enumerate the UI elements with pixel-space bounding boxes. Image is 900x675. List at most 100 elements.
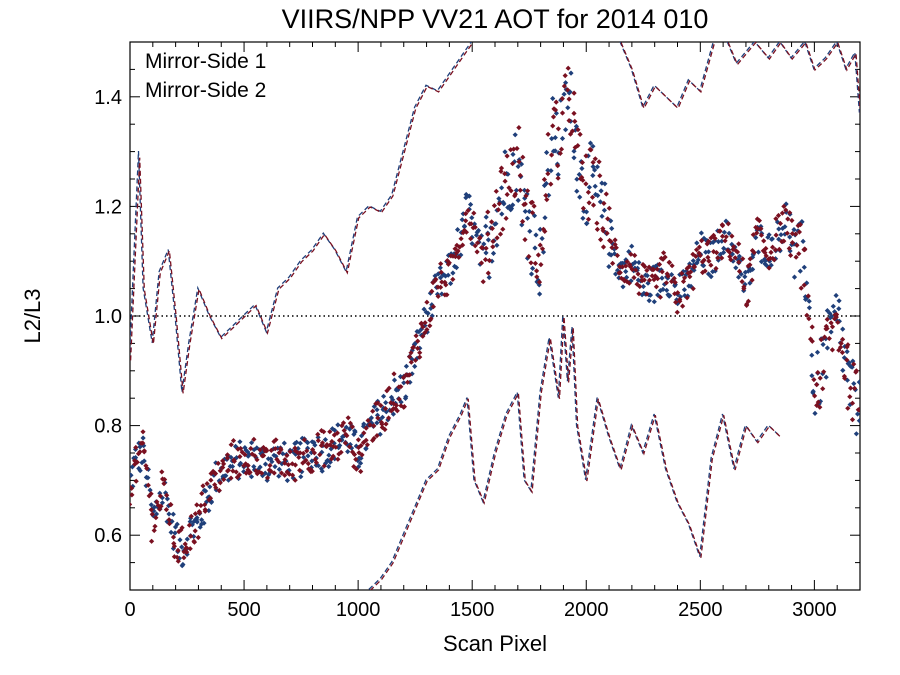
data-point — [210, 468, 216, 474]
data-point — [580, 215, 586, 221]
data-point — [805, 293, 811, 299]
data-point — [203, 488, 209, 494]
data-point — [691, 267, 697, 273]
data-point — [215, 460, 221, 466]
data-point — [555, 126, 561, 132]
data-point — [721, 229, 727, 235]
data-point — [435, 284, 441, 290]
data-point — [494, 235, 500, 241]
data-point — [715, 255, 721, 261]
data-point — [388, 400, 394, 406]
data-point — [489, 219, 495, 225]
data-point — [398, 399, 404, 405]
data-point — [508, 205, 515, 212]
data-point — [682, 275, 688, 281]
data-point — [768, 262, 774, 268]
data-point — [558, 146, 565, 152]
data-point — [199, 517, 205, 523]
data-point — [715, 257, 721, 263]
data-point — [361, 421, 367, 427]
data-point — [262, 470, 268, 476]
data-point — [728, 257, 734, 263]
data-point — [684, 295, 690, 301]
data-point — [393, 402, 399, 408]
data-point — [575, 127, 581, 133]
data-point — [391, 401, 397, 407]
data-point — [349, 424, 355, 430]
data-point — [408, 350, 414, 356]
data-point — [377, 431, 383, 437]
data-point — [264, 448, 270, 454]
data-point — [539, 246, 546, 252]
data-point — [719, 233, 726, 239]
data-point — [276, 450, 282, 456]
data-point — [677, 272, 683, 278]
data-point — [483, 250, 489, 256]
legend-entry-mirror-side-1: Mirror-Side 1 — [145, 50, 266, 73]
data-point — [139, 460, 145, 466]
data-point — [544, 197, 550, 203]
data-point — [409, 347, 415, 353]
data-point — [390, 411, 396, 417]
data-point — [450, 276, 456, 282]
data-point — [396, 396, 402, 402]
data-point — [804, 312, 810, 318]
data-point — [273, 437, 279, 443]
data-point — [641, 277, 647, 283]
data-point — [171, 543, 177, 549]
data-point — [278, 447, 284, 453]
data-point — [590, 202, 597, 208]
data-point — [847, 394, 853, 400]
data-point — [577, 131, 583, 137]
data-point — [259, 470, 265, 476]
data-point — [532, 245, 538, 251]
data-point — [163, 507, 169, 513]
data-point — [243, 447, 249, 453]
data-point — [153, 515, 159, 521]
data-point — [254, 471, 260, 477]
data-point — [184, 536, 190, 542]
data-point — [545, 131, 551, 137]
data-point — [327, 459, 333, 465]
data-point — [279, 461, 285, 467]
data-point — [796, 229, 802, 235]
data-point — [504, 153, 510, 159]
data-point — [197, 524, 203, 530]
data-point — [809, 338, 815, 344]
data-point — [358, 468, 364, 475]
data-point — [830, 303, 836, 309]
data-point — [780, 225, 786, 231]
data-point — [580, 177, 586, 183]
data-point — [192, 528, 198, 534]
data-point — [494, 242, 500, 248]
data-point — [379, 421, 385, 427]
data-point — [346, 444, 353, 450]
data-point — [524, 215, 531, 221]
data-point — [321, 463, 327, 469]
data-point — [750, 254, 756, 260]
data-point — [688, 283, 694, 289]
data-point — [361, 430, 367, 436]
x-tick-label: 2500 — [678, 599, 723, 621]
data-point — [153, 511, 160, 517]
data-point — [559, 135, 566, 142]
data-point — [133, 444, 139, 451]
data-point — [537, 226, 543, 232]
data-point — [296, 454, 302, 460]
data-point — [583, 209, 590, 215]
data-point — [207, 495, 214, 501]
data-point — [130, 483, 136, 489]
data-point — [663, 280, 669, 286]
data-point — [469, 215, 475, 221]
data-point — [742, 281, 748, 287]
data-point — [674, 309, 680, 315]
data-point — [555, 172, 561, 178]
data-point — [778, 232, 784, 238]
data-point — [600, 244, 607, 250]
data-point — [152, 523, 158, 529]
data-point — [851, 361, 857, 367]
data-point — [532, 260, 538, 266]
data-point — [340, 420, 347, 426]
data-point — [519, 222, 525, 228]
data-point — [814, 402, 820, 408]
